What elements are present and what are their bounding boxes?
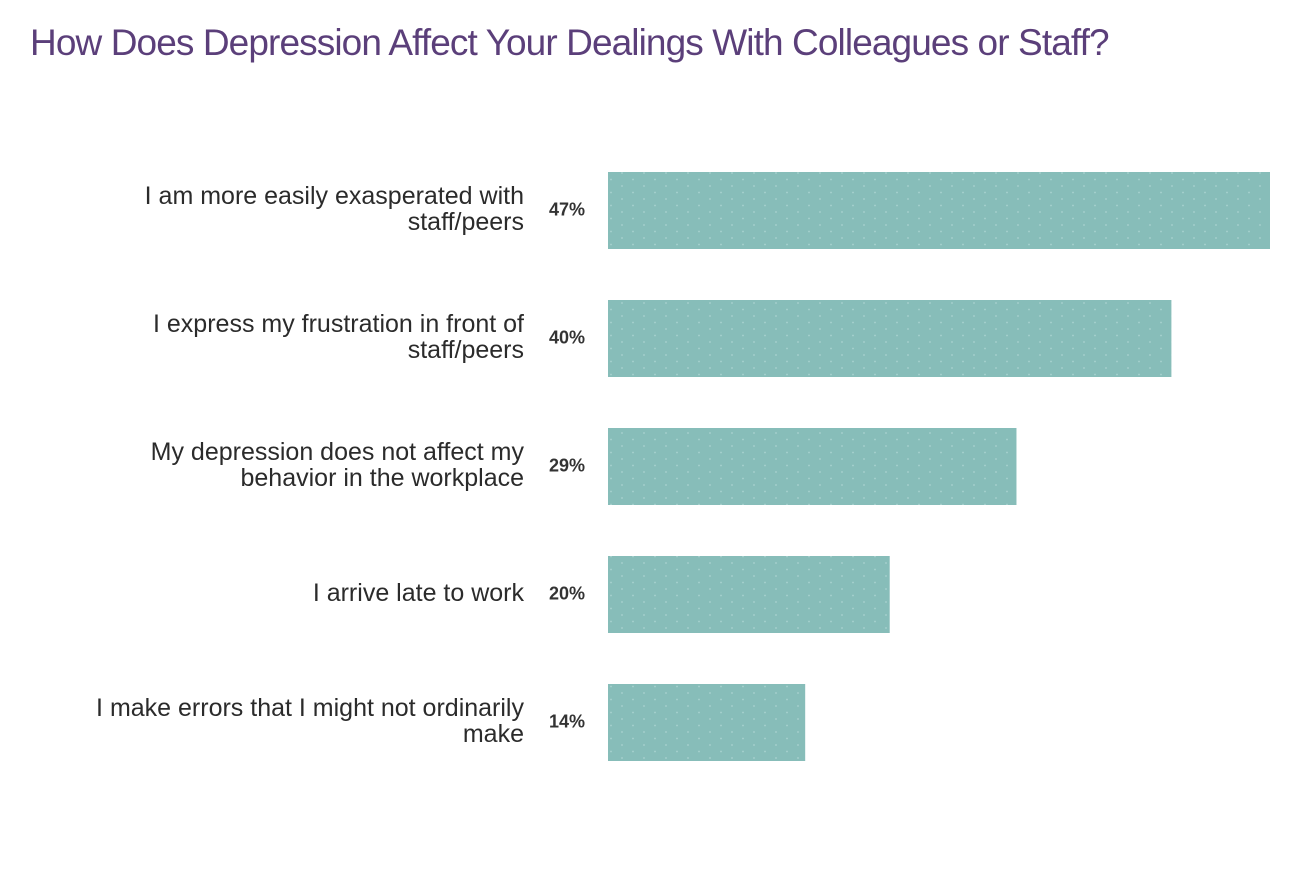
bar-group: 40% I express my frustration in front ofs… xyxy=(153,300,1172,377)
category-label: staff/peers xyxy=(408,208,524,236)
value-label: 47% xyxy=(549,199,585,219)
chart-title: How Does Depression Affect Your Dealings… xyxy=(30,22,1110,63)
bar-group: 47% I am more easily exasperated withstaf… xyxy=(145,172,1270,249)
bar-texture xyxy=(608,428,1017,505)
bars-layer: 47%I am more easily exasperated withstaf… xyxy=(96,172,1270,761)
category-label: I am more easily exasperated with xyxy=(145,182,524,210)
value-label: 14% xyxy=(549,711,585,731)
bar-texture xyxy=(608,556,890,633)
bar-group: 29% My depression does not affect mybehav… xyxy=(151,428,1017,505)
value-label: 40% xyxy=(549,327,585,347)
value-label: 29% xyxy=(549,455,585,475)
category-label: staff/peers xyxy=(408,336,524,364)
bar-texture xyxy=(608,172,1270,249)
category-label: I arrive late to work xyxy=(313,579,525,607)
bar-group: 20% I arrive late to work xyxy=(313,556,890,633)
category-label: I express my frustration in front of xyxy=(153,310,524,338)
category-label: make xyxy=(463,720,524,748)
category-label: I make errors that I might not ordinaril… xyxy=(96,694,524,722)
category-label: My depression does not affect my xyxy=(151,438,525,466)
bar-texture xyxy=(608,684,806,761)
bar-group: 14% I make errors that I might not ordina… xyxy=(96,684,806,761)
value-label: 20% xyxy=(549,583,585,603)
bar-texture xyxy=(608,300,1172,377)
category-label: behavior in the workplace xyxy=(241,464,525,492)
